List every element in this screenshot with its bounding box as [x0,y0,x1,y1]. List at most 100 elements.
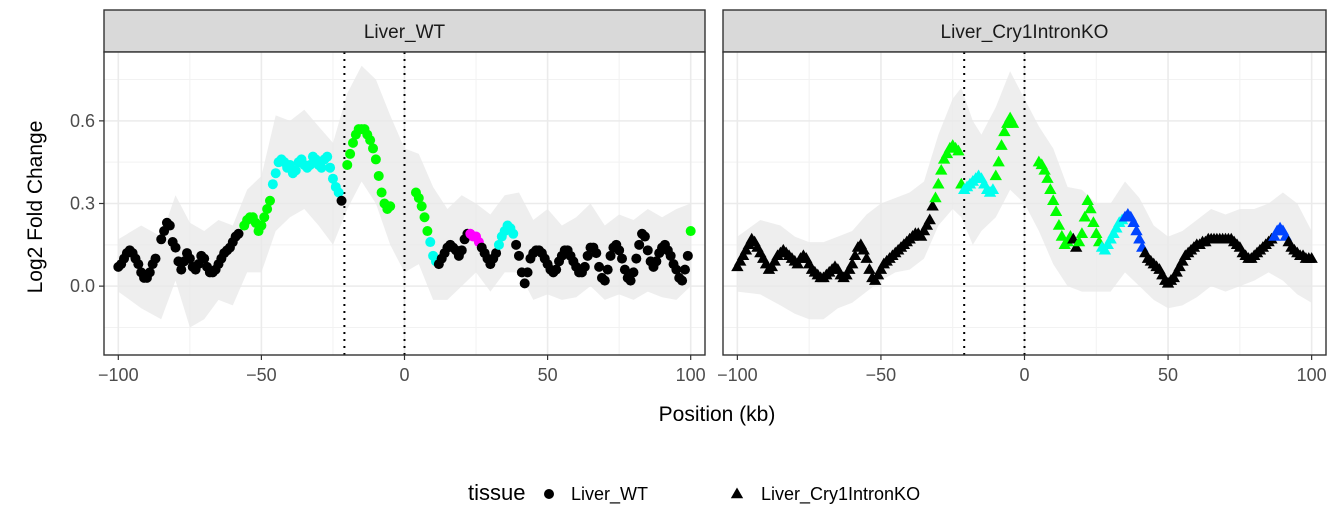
x-tick-label: 50 [538,365,558,385]
y-axis-label: Log2 Fold Change [24,121,47,294]
data-points [731,111,1318,288]
data-point [765,260,778,272]
data-point [290,165,301,176]
data-point [1101,238,1114,250]
data-point [917,224,931,236]
data-point [791,257,804,269]
data-point [926,199,939,211]
data-point [639,231,650,242]
data-point [1133,232,1146,244]
data-point [914,230,928,241]
data-point [1081,194,1094,205]
panels-layer: Liver_WT −100 −50 0 50 100 0.0 0.3 0.6 Liver_Cry1… [70,9,1327,385]
data-point [846,257,859,269]
data-point [860,252,873,263]
data-point [1107,227,1120,239]
x-tick-label: 50 [1158,365,1178,385]
data-point [599,275,610,286]
data-point [935,163,948,175]
data-point [995,139,1008,150]
data-point [1104,232,1117,244]
data-point [347,137,358,148]
data-point [857,243,870,255]
data-point [1087,216,1100,228]
data-point [731,260,744,272]
data-point [256,220,267,231]
data-point [425,237,436,248]
data-point [164,220,175,231]
data-point [522,267,533,278]
data-point [345,148,356,159]
panel-strip [722,9,1327,53]
data-point [923,213,936,225]
data-point [491,248,502,259]
legend-symbol-triangle [730,487,744,499]
x-tick-label: −100 [98,365,139,385]
data-point [1061,235,1074,247]
data-point [1047,194,1060,205]
data-point [508,228,519,239]
data-point [734,254,747,266]
data-point [848,249,862,261]
data-point [413,192,424,203]
data-point [874,263,888,274]
data-point [1052,219,1066,230]
data-point [929,191,942,203]
data-points [113,124,696,289]
data-point [422,226,433,237]
x-tick-label: −50 [866,365,897,385]
data-point [1044,183,1057,194]
data-point [1090,227,1103,239]
data-point [551,264,562,275]
data-point [1173,260,1186,272]
data-point [1038,163,1051,175]
data-point [416,201,427,212]
data-point [1006,117,1020,128]
data-point [843,263,856,274]
confidence-band [737,71,1312,320]
x-axis-label: Position (kb) [659,403,776,426]
data-point [840,268,853,280]
data-point [1268,230,1281,241]
data-point [336,195,347,206]
data-point [579,261,590,272]
data-point [1110,221,1123,233]
data-point [419,212,430,223]
data-point [493,239,504,250]
data-point [619,264,630,275]
data-point [1078,210,1091,222]
panel-1: Liver_WT −100 −50 0 50 100 0.0 0.3 0.6 [70,9,706,385]
data-point [156,234,167,245]
data-point [677,275,688,286]
data-point [998,125,1011,137]
data-point [682,250,693,261]
legend-symbol-circle [544,489,554,499]
data-point [869,274,882,285]
data-point [368,143,379,154]
data-point [373,170,384,181]
data-point [262,204,273,215]
data-point [768,254,781,266]
data-point [986,183,1000,194]
data-point [594,261,605,272]
data-point [1049,205,1063,216]
x-tick-label: −100 [717,365,758,385]
data-point [144,267,155,278]
data-point [513,250,524,261]
panel-title: Liver_Cry1IntronKO [941,22,1109,43]
data-point [519,278,530,289]
data-point [270,168,281,179]
data-point [316,162,327,173]
data-point [511,239,522,250]
data-point [932,177,945,189]
data-point [342,159,353,170]
data-point [1130,224,1143,236]
data-point [863,263,876,274]
data-point [176,264,187,275]
data-point [685,226,696,237]
x-tick-label: 0 [399,365,409,385]
data-point [989,169,1002,181]
data-point [327,173,338,184]
data-point [1084,202,1097,214]
data-point [1170,265,1183,277]
